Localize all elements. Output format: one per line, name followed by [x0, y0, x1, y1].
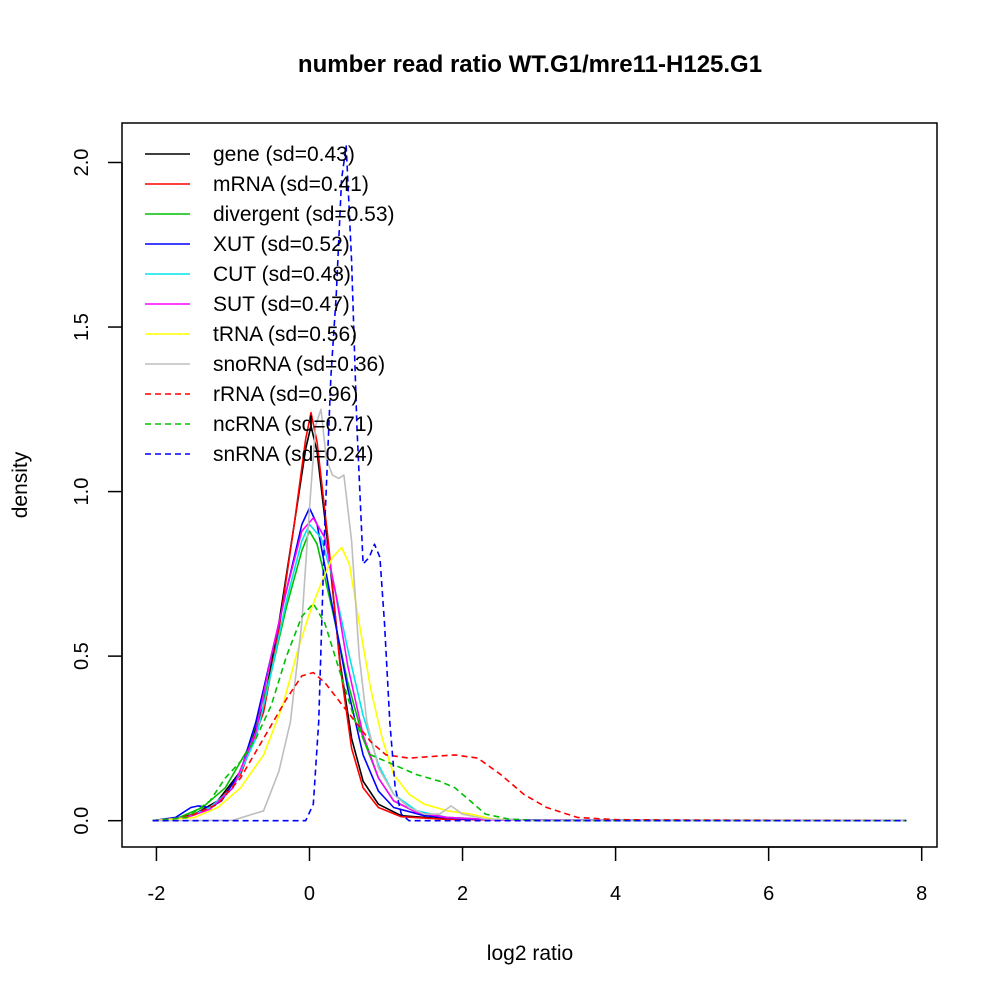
series-line-4 [152, 523, 907, 822]
legend-item: XUT (sd=0.52) [145, 233, 350, 256]
legend-item: snRNA (sd=0.24) [145, 443, 374, 466]
legend-label: rRNA (sd=0.96) [213, 383, 358, 406]
legend-item: tRNA (sd=0.56) [145, 323, 357, 346]
legend-label: gene (sd=0.43) [213, 143, 355, 166]
plot-frame [121, 122, 938, 848]
legend-label: XUT (sd=0.52) [213, 233, 350, 256]
legend-label: mRNA (sd=0.41) [213, 173, 369, 196]
series-line-5 [152, 517, 907, 822]
series-line-1 [152, 411, 907, 822]
series-line-7 [152, 408, 907, 822]
x-tick-label: 8 [916, 883, 927, 905]
chart-title: number read ratio WT.G1/mre11-H125.G1 [298, 51, 762, 78]
series-layer [152, 145, 907, 822]
legend-item: mRNA (sd=0.41) [145, 173, 369, 196]
series-line-3 [152, 507, 907, 822]
y-tick-label: 0.0 [71, 807, 93, 835]
x-tick-label: 2 [457, 883, 468, 905]
series-line-10 [152, 145, 907, 822]
x-tick-label: 4 [610, 883, 621, 905]
x-tick-label: 6 [763, 883, 774, 905]
legend-item: rRNA (sd=0.96) [145, 383, 358, 406]
series-line-2 [152, 530, 907, 822]
x-axis-label: log2 ratio [487, 942, 573, 965]
legend-item: CUT (sd=0.48) [145, 263, 351, 286]
legend-item: ncRNA (sd=0.71) [145, 413, 374, 436]
legend: gene (sd=0.43) mRNA (sd=0.41) divergent (s… [145, 143, 395, 466]
x-axis: -2 0 2 4 6 8 [148, 846, 927, 905]
legend-label: tRNA (sd=0.56) [213, 323, 357, 346]
x-tick-label: 0 [304, 883, 315, 905]
y-tick-label: 1.5 [71, 313, 93, 341]
y-axis: 0.0 0.5 1.0 1.5 2.0 [71, 149, 123, 835]
legend-item: divergent (sd=0.53) [145, 203, 395, 226]
legend-label: SUT (sd=0.47) [213, 293, 350, 316]
series-line-0 [152, 424, 907, 822]
legend-item: SUT (sd=0.47) [145, 293, 350, 316]
y-tick-label: 2.0 [71, 149, 93, 177]
series-line-8 [152, 671, 907, 822]
series-line-6 [152, 546, 907, 822]
x-tick-label: -2 [148, 883, 166, 905]
legend-item: snoRNA (sd=0.36) [145, 353, 385, 376]
legend-label: CUT (sd=0.48) [213, 263, 351, 286]
legend-label: divergent (sd=0.53) [213, 203, 395, 226]
y-axis-label: density [9, 451, 32, 518]
y-tick-label: 1.0 [71, 478, 93, 506]
series-line-9 [152, 602, 907, 822]
y-tick-label: 0.5 [71, 642, 93, 670]
legend-label: snRNA (sd=0.24) [213, 443, 374, 466]
legend-label: snoRNA (sd=0.36) [213, 353, 385, 376]
legend-item: gene (sd=0.43) [145, 143, 355, 166]
legend-label: ncRNA (sd=0.71) [213, 413, 374, 436]
